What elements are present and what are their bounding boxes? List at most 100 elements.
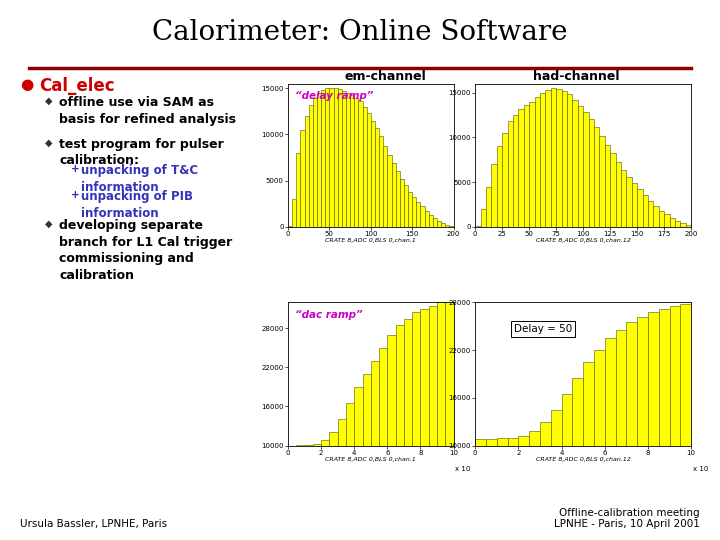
Bar <box>317 93 321 227</box>
Bar <box>371 120 375 227</box>
Text: test program for pulser
calibration:: test program for pulser calibration: <box>59 138 224 167</box>
Text: ●: ● <box>20 77 33 92</box>
Text: Delay = 50: Delay = 50 <box>514 324 572 334</box>
Bar <box>497 438 508 525</box>
Bar <box>572 378 583 525</box>
Bar <box>425 211 429 227</box>
Bar <box>589 119 594 227</box>
Bar <box>305 445 313 510</box>
Bar <box>396 171 400 227</box>
Bar <box>616 163 621 227</box>
Bar <box>492 164 497 227</box>
Bar <box>577 106 583 227</box>
Bar <box>616 330 626 525</box>
Bar <box>518 436 529 525</box>
Bar <box>583 362 594 525</box>
Bar <box>680 304 691 525</box>
Bar <box>562 91 567 227</box>
Bar <box>529 102 534 227</box>
Bar <box>557 89 562 227</box>
Bar <box>583 112 589 227</box>
Bar <box>346 93 350 227</box>
Bar <box>632 183 637 227</box>
Bar <box>680 223 685 227</box>
Bar <box>413 197 416 227</box>
Bar <box>437 302 445 510</box>
Bar <box>404 185 408 227</box>
Bar <box>648 201 654 227</box>
Bar <box>486 186 492 227</box>
Bar <box>540 93 546 227</box>
Bar <box>379 348 387 510</box>
Bar <box>610 153 616 227</box>
Bar <box>371 361 379 510</box>
Bar <box>605 338 616 525</box>
Bar <box>329 433 338 510</box>
Bar <box>503 133 508 227</box>
Bar <box>572 100 577 227</box>
Bar <box>524 105 529 227</box>
Text: em-channel: em-channel <box>344 70 426 83</box>
Bar <box>529 431 540 525</box>
Bar <box>362 374 371 510</box>
X-axis label: CRATE 8,ADC 0,BLS 0,chan.12: CRATE 8,ADC 0,BLS 0,chan.12 <box>536 457 631 462</box>
Bar <box>305 116 309 227</box>
Bar <box>375 128 379 227</box>
Text: x 10: x 10 <box>693 465 708 471</box>
Bar <box>300 130 305 227</box>
Bar <box>321 440 329 510</box>
Bar <box>362 107 366 227</box>
Bar <box>626 177 632 227</box>
Bar <box>420 206 425 227</box>
Text: Ursula Bassler, LPNHE, Paris: Ursula Bassler, LPNHE, Paris <box>20 519 167 529</box>
Bar <box>486 438 497 525</box>
Bar <box>297 445 305 510</box>
Bar <box>605 145 610 227</box>
Text: Cal_elec: Cal_elec <box>40 77 115 94</box>
Bar <box>288 446 297 510</box>
Bar <box>449 226 454 227</box>
Bar <box>475 439 486 525</box>
Bar <box>594 126 599 227</box>
Bar <box>413 312 420 510</box>
Bar <box>670 306 680 525</box>
Bar <box>508 437 518 525</box>
Bar <box>309 105 312 227</box>
Bar <box>329 89 333 227</box>
Bar <box>396 325 404 510</box>
Bar <box>313 443 321 510</box>
Bar <box>654 206 659 227</box>
Bar <box>321 90 325 227</box>
Text: offline use via SAM as
basis for refined analysis: offline use via SAM as basis for refined… <box>59 96 236 126</box>
X-axis label: CRATE 8,ADC 0,BLS 0,chan.1: CRATE 8,ADC 0,BLS 0,chan.1 <box>325 457 416 462</box>
Bar <box>338 420 346 510</box>
Bar <box>599 136 605 227</box>
Bar <box>664 214 670 227</box>
Text: “delay ramp”: “delay ramp” <box>294 91 373 101</box>
Bar <box>445 225 449 227</box>
Bar <box>675 220 680 227</box>
Bar <box>433 218 437 227</box>
Text: Offline-calibration meeting
LPNHE - Paris, 10 April 2001: Offline-calibration meeting LPNHE - Pari… <box>554 508 700 529</box>
Text: +: + <box>71 164 79 174</box>
Text: Calorimeter: Online Software: Calorimeter: Online Software <box>152 19 568 46</box>
Bar <box>297 153 300 227</box>
Bar <box>354 387 362 510</box>
Text: ◆: ◆ <box>45 138 52 148</box>
Bar <box>642 195 648 227</box>
Bar <box>637 316 648 525</box>
Bar <box>392 163 396 227</box>
Bar <box>342 91 346 227</box>
Bar <box>408 192 413 227</box>
Text: ◆: ◆ <box>45 96 52 106</box>
Bar <box>445 301 454 510</box>
Bar <box>562 394 572 525</box>
Text: unpacking of PIB
information: unpacking of PIB information <box>81 190 194 220</box>
Bar <box>429 306 437 510</box>
Text: x 10: x 10 <box>455 465 471 471</box>
Bar <box>518 109 523 227</box>
Bar <box>534 97 540 227</box>
Bar <box>387 335 396 510</box>
Bar <box>325 89 329 227</box>
Bar <box>659 211 664 227</box>
